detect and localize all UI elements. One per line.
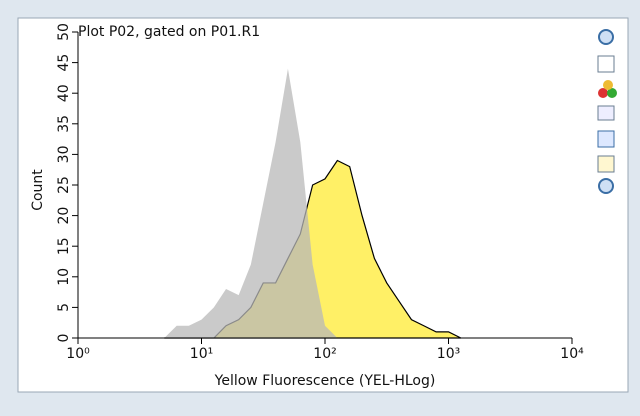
y-tick-label: 10 — [56, 268, 72, 286]
y-tick-label: 50 — [56, 23, 72, 41]
x-tick-label: 10⁴ — [560, 346, 584, 362]
zoom-out-icon[interactable] — [598, 178, 614, 194]
x-tick-label: 10² — [313, 346, 336, 362]
y-tick-label: 20 — [56, 207, 72, 225]
y-axis-label: Count — [30, 169, 46, 211]
y-tick-label: 15 — [56, 237, 72, 255]
y-tick-label: 30 — [56, 145, 72, 163]
histogram-area — [164, 68, 461, 338]
y-tick-label: 40 — [56, 84, 72, 102]
x-tick-label: 10¹ — [190, 346, 213, 362]
x-axis-label: Yellow Fluorescence (YEL-HLog) — [214, 373, 436, 389]
y-tick-label: 45 — [56, 54, 72, 72]
series-layer — [164, 68, 462, 339]
toolbar — [597, 29, 617, 194]
x-tick-label: 10⁰ — [66, 346, 90, 362]
y-tick-label: 0 — [56, 334, 72, 343]
export-icon[interactable] — [597, 105, 615, 121]
copy-icon[interactable] — [597, 55, 615, 73]
report-icon[interactable] — [597, 155, 615, 173]
properties-icon[interactable] — [597, 130, 615, 148]
zoom-icon[interactable] — [598, 29, 614, 45]
y-tick-label: 35 — [56, 115, 72, 133]
color-icon[interactable] — [598, 80, 617, 98]
x-tick-label: 10³ — [437, 346, 460, 362]
chart-title: Plot P02, gated on P01.R1 — [78, 24, 260, 40]
y-tick-label: 25 — [56, 176, 72, 194]
y-tick-label: 5 — [56, 303, 72, 312]
